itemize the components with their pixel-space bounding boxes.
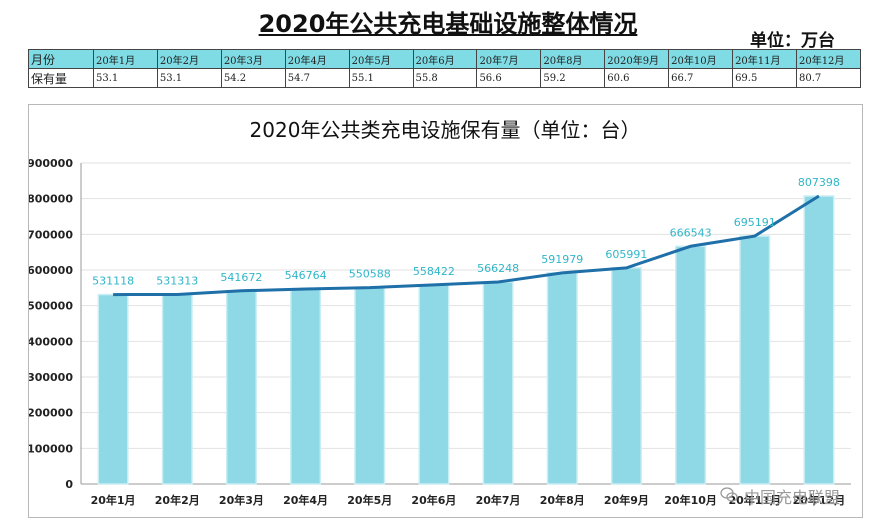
y-tick-label: 700000 — [29, 228, 73, 241]
chart-svg: 2020年公共类充电设施保有量（单位：台） 0 100000 200000 300000… — [27, 118, 851, 507]
table-value-cell: 59.2 — [540, 68, 606, 88]
x-tick-label: 20年10月 — [664, 493, 717, 507]
chart-title: 2020年公共类充电设施保有量（单位：台） — [250, 118, 641, 142]
watermark-text: 中国充电联盟 — [744, 488, 841, 507]
table-month-cell: 20年6月 — [412, 49, 478, 69]
bar — [354, 286, 386, 485]
bar — [225, 290, 257, 485]
series-line — [113, 194, 820, 297]
data-label: 695191 — [734, 216, 776, 229]
table-value-cell: 80.7 — [795, 68, 862, 88]
data-label: 666543 — [670, 226, 712, 239]
table-value-cell: 53.1 — [93, 68, 158, 88]
table-month-cell: 20年10月 — [668, 49, 734, 69]
table-month-cell: 20年1月 — [93, 49, 158, 69]
data-label: 605991 — [605, 248, 647, 261]
y-tick-label: 800000 — [29, 193, 73, 206]
table-value-cell: 66.7 — [668, 68, 734, 88]
bar — [546, 272, 578, 485]
data-label: 546764 — [285, 269, 327, 282]
table-header-row: 月份 20年1月 20年2月 20年3月 20年4月 20年5月 20年6月 2… — [28, 49, 862, 69]
table-month-cell: 20年12月 — [795, 49, 862, 69]
unit-label: 单位：万台 — [750, 31, 835, 51]
bar — [610, 267, 642, 485]
x-tick-label: 20年5月 — [347, 493, 392, 507]
bar — [290, 288, 322, 485]
bar — [675, 245, 707, 485]
table-value-cell: 53.1 — [156, 68, 222, 88]
table-month-cell: 20年5月 — [348, 49, 414, 69]
x-tick-label: 20年12月 — [793, 493, 846, 507]
table-month-cell: 20年3月 — [220, 49, 286, 69]
data-label: 566248 — [477, 262, 519, 275]
table-month-cell: 20年8月 — [540, 49, 606, 69]
bar — [482, 281, 514, 485]
table-header-label: 月份 — [28, 49, 94, 69]
y-tick-label: 900000 — [29, 157, 73, 170]
x-tick-label: 20年6月 — [411, 493, 456, 507]
page-title: 2020年公共充电基础设施整体情况 — [258, 10, 638, 38]
data-label: 591979 — [541, 253, 583, 266]
x-tick-label: 20年3月 — [219, 493, 264, 507]
y-tick-label: 0 — [65, 478, 73, 491]
data-label: 531313 — [156, 274, 198, 287]
bar — [97, 293, 129, 485]
table-value-row: 保有量 53.1 53.1 54.2 54.7 55.1 55.8 56.6 5… — [28, 68, 862, 88]
bar — [161, 293, 193, 485]
bar — [418, 284, 450, 485]
y-tick-label: 300000 — [29, 371, 73, 384]
y-tick-label: 200000 — [29, 407, 73, 420]
table-month-cell: 2020年9月 — [604, 49, 670, 69]
table-month-cell: 20年4月 — [284, 49, 350, 69]
x-tick-label: 20年7月 — [476, 493, 521, 507]
x-tick-label: 20年2月 — [155, 493, 200, 507]
y-tick-label: 500000 — [29, 300, 73, 313]
table-month-cell: 20年7月 — [476, 49, 542, 69]
data-label: 807398 — [798, 176, 840, 189]
data-label: 558422 — [413, 265, 455, 278]
chart-frame: 2020年公共类充电设施保有量（单位：台） 0 100000 200000 300000… — [27, 104, 863, 518]
table-month-cell: 20年11月 — [732, 49, 797, 69]
x-tick-label: 20年1月 — [91, 493, 136, 507]
y-tick-label: 400000 — [29, 335, 73, 348]
y-tick-label: 600000 — [29, 264, 73, 277]
data-label: 541672 — [220, 271, 262, 284]
table-value-cell: 55.1 — [348, 68, 414, 88]
table-value-cell: 60.6 — [604, 68, 670, 88]
data-label: 531118 — [92, 275, 134, 288]
x-tick-label: 20年9月 — [604, 493, 649, 507]
data-table: 月份 20年1月 20年2月 20年3月 20年4月 20年5月 20年6月 2… — [28, 49, 862, 88]
y-tick-label: 100000 — [29, 442, 73, 455]
x-tick-label: 20年4月 — [283, 493, 328, 507]
data-label: 550588 — [349, 268, 391, 281]
table-value-cell: 55.8 — [412, 68, 478, 88]
x-tick-label: 20年8月 — [540, 493, 585, 507]
table-row-label: 保有量 — [28, 68, 94, 88]
table-month-cell: 20年2月 — [156, 49, 222, 69]
table-value-cell: 54.7 — [284, 68, 350, 88]
bar — [739, 235, 771, 485]
table-value-cell: 56.6 — [476, 68, 542, 88]
x-tick-label: 20年11月 — [728, 493, 781, 507]
table-value-cell: 69.5 — [732, 68, 797, 88]
bar — [803, 195, 835, 485]
table-value-cell: 54.2 — [220, 68, 286, 88]
wechat-icon — [720, 487, 738, 502]
